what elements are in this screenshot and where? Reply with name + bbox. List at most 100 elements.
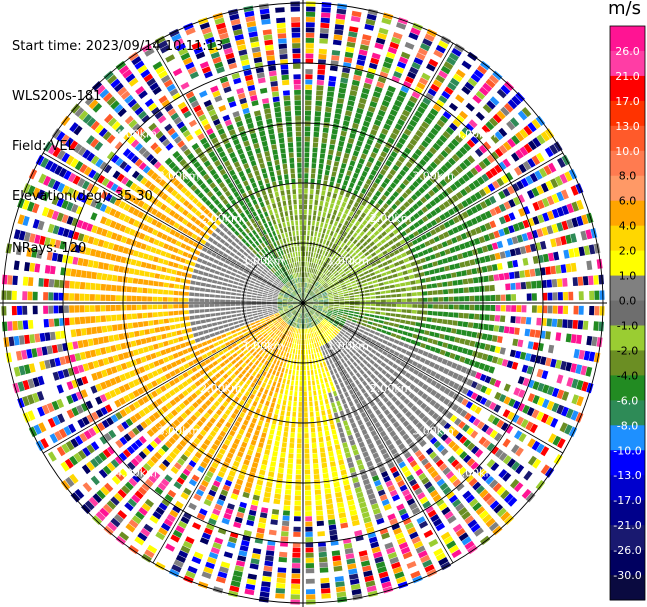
- range-gate: [348, 504, 356, 511]
- range-gate: [414, 245, 421, 251]
- range-gate: [282, 510, 290, 516]
- range-gate: [321, 462, 328, 469]
- range-gate: [576, 334, 582, 344]
- range-gate: [328, 300, 334, 302]
- range-gate: [434, 206, 442, 214]
- range-gate: [394, 283, 401, 288]
- range-gate: [503, 326, 510, 334]
- range-gate: [411, 292, 417, 297]
- range-gate: [413, 212, 420, 220]
- range-gate: [329, 219, 334, 225]
- range-gate: [431, 318, 438, 323]
- range-gate: [251, 462, 259, 469]
- range-gate: [343, 196, 349, 203]
- range-gate: [236, 349, 242, 355]
- range-gate: [403, 257, 410, 263]
- range-gate: [342, 275, 348, 280]
- range-gate: [463, 287, 469, 293]
- range-gate: [460, 188, 468, 197]
- range-gate: [551, 402, 560, 413]
- range-gate: [378, 132, 387, 140]
- range-gate: [304, 168, 309, 173]
- range-gate: [420, 365, 428, 372]
- range-gate: [274, 365, 279, 371]
- range-gate: [398, 353, 405, 359]
- range-gate: [447, 82, 457, 91]
- range-gate: [318, 304, 324, 306]
- range-gate: [321, 312, 326, 316]
- range-gate: [321, 7, 331, 13]
- range-gate: [177, 350, 184, 357]
- range-gate: [482, 141, 492, 151]
- range-gate: [309, 354, 312, 360]
- range-gate: [346, 353, 351, 359]
- range-gate: [400, 319, 406, 324]
- range-gate: [437, 340, 443, 347]
- range-gate: [348, 327, 354, 331]
- range-gate: [317, 232, 321, 238]
- range-gate: [452, 118, 462, 128]
- range-gate: [478, 86, 489, 96]
- range-gate: [370, 252, 377, 257]
- range-gate: [268, 407, 274, 413]
- range-gate: [328, 81, 336, 87]
- range-gate: [381, 100, 390, 108]
- range-gate: [583, 350, 591, 361]
- range-gate: [323, 393, 328, 400]
- range-gate: [323, 306, 329, 309]
- range-gate: [375, 114, 384, 122]
- range-gate: [432, 142, 441, 151]
- range-gate: [331, 128, 338, 135]
- range-gate: [422, 291, 428, 296]
- range-gate: [338, 512, 347, 519]
- range-gate: [489, 253, 496, 261]
- range-gate: [406, 124, 415, 132]
- range-gate: [396, 95, 405, 103]
- range-gate: [499, 347, 506, 355]
- range-gate: [370, 57, 380, 65]
- range-gate: [276, 382, 281, 388]
- range-gate: [489, 208, 497, 217]
- range-gate: [309, 338, 312, 344]
- range-gate: [360, 264, 366, 269]
- range-gate: [322, 361, 327, 367]
- range-gate: [439, 213, 447, 221]
- range-gate: [308, 349, 311, 355]
- range-gate: [355, 352, 361, 358]
- range-gate: [377, 155, 385, 163]
- range-gate: [385, 290, 391, 294]
- range-gate: [304, 287, 306, 293]
- range-gate: [245, 454, 252, 461]
- range-gate: [420, 43, 431, 52]
- range-gate: [461, 60, 472, 70]
- range-gate: [356, 197, 362, 204]
- range-gate: [313, 303, 319, 305]
- range-gate: [275, 387, 280, 393]
- range-gate: [318, 227, 323, 233]
- range-gate: [330, 285, 335, 289]
- range-gate: [498, 190, 506, 200]
- range-gate: [370, 303, 376, 306]
- range-gate: [377, 337, 384, 343]
- range-gate: [277, 425, 283, 431]
- range-gate: [411, 360, 418, 367]
- range-gate: [379, 286, 385, 290]
- range-gate: [413, 221, 420, 229]
- range-gate: [315, 505, 323, 511]
- range-gate: [304, 318, 305, 324]
- range-gate: [594, 290, 600, 300]
- range-gate: [511, 95, 522, 106]
- range-gate: [517, 376, 525, 385]
- range-gate: [435, 74, 446, 84]
- range-gate: [322, 275, 327, 280]
- range-gate: [310, 292, 315, 296]
- range-gate: [455, 234, 463, 242]
- range-gate: [494, 379, 502, 388]
- range-gate: [490, 151, 500, 161]
- range-gate: [312, 215, 316, 221]
- range-gate: [407, 71, 417, 80]
- range-gate: [328, 298, 334, 300]
- range-gate: [303, 344, 305, 350]
- range-gate: [180, 342, 186, 349]
- range-gate: [347, 255, 353, 261]
